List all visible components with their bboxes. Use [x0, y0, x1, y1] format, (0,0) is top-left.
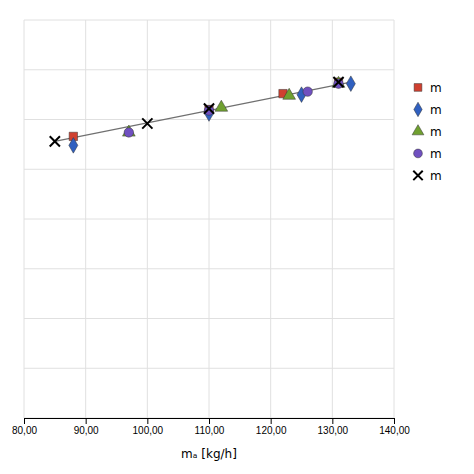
x-tick-mark — [86, 418, 87, 424]
legend-item: m — [414, 147, 442, 161]
legend-label: m — [430, 169, 442, 183]
legend-item: m — [413, 169, 441, 183]
series — [124, 79, 343, 137]
x-tick: 110,00 — [195, 418, 225, 436]
point — [124, 128, 133, 137]
x-axis-line — [25, 419, 395, 425]
x-tick-label: 80,00 — [12, 425, 37, 436]
x-tick-mark — [147, 418, 148, 424]
x-tick-mark — [271, 418, 272, 424]
point — [215, 100, 228, 111]
legend-symbol — [414, 149, 423, 158]
point — [69, 138, 78, 154]
x-tick-mark — [332, 418, 333, 424]
legend-item: m — [414, 102, 442, 116]
y-grid-line — [24, 20, 394, 21]
trendline — [55, 82, 351, 141]
legend-symbol — [412, 125, 424, 135]
x-tick: 90,00 — [74, 418, 99, 436]
point — [334, 79, 343, 88]
series — [122, 76, 344, 136]
plot: 80,00 90,00 100,00 110,00 120,00 130,00 140,00… — [12, 20, 442, 461]
x-tick-mark — [209, 418, 210, 424]
point — [303, 87, 312, 96]
legend-symbol — [413, 171, 422, 180]
x-tick: 100,00 — [133, 418, 164, 436]
x-tick: 140,00 — [379, 418, 410, 436]
point — [142, 118, 152, 128]
point — [204, 103, 214, 113]
y-grid-line — [24, 318, 394, 319]
y-grid-line — [24, 268, 394, 269]
x-tick-label: 120,00 — [256, 425, 287, 436]
x-tick: 120,00 — [256, 418, 287, 436]
legend: mmmmm — [412, 81, 442, 183]
x-tick-label: 130,00 — [318, 425, 349, 436]
x-tick-label: 140,00 — [379, 425, 410, 436]
legend-symbol — [414, 84, 422, 92]
series — [69, 76, 355, 153]
x-tick-label: 90,00 — [74, 425, 99, 436]
x-tick-label: 100,00 — [133, 425, 164, 436]
y-grid-line — [24, 219, 394, 220]
legend-label: m — [430, 147, 442, 161]
x-axis: 80,00 90,00 100,00 110,00 120,00 130,00 140,00 — [12, 418, 410, 436]
legend-item: m — [414, 81, 442, 95]
x-tick: 130,00 — [318, 418, 349, 436]
x-tick-label: 110,00 — [195, 425, 225, 436]
marks — [50, 76, 356, 153]
point — [346, 76, 355, 92]
point — [283, 88, 296, 99]
chart: 80,00 90,00 100,00 110,00 120,00 130,00 140,00… — [0, 0, 474, 474]
y-grid-line — [24, 368, 394, 369]
legend-label: m — [430, 125, 442, 139]
y-grid-line — [24, 69, 394, 70]
legend-symbol — [414, 102, 422, 116]
grid — [24, 20, 394, 418]
x-axis-title: mₐ [kg/h] — [181, 447, 237, 461]
x-tick-mark — [394, 418, 395, 424]
x-tick: 80,00 — [12, 418, 37, 436]
y-grid-line — [24, 169, 394, 170]
series — [50, 77, 344, 146]
point — [50, 136, 60, 146]
x-tick-mark — [24, 418, 25, 424]
legend-item: m — [412, 125, 442, 139]
series — [69, 78, 343, 141]
legend-label: m — [430, 103, 442, 117]
point — [333, 77, 343, 87]
legend-label: m — [430, 81, 442, 95]
